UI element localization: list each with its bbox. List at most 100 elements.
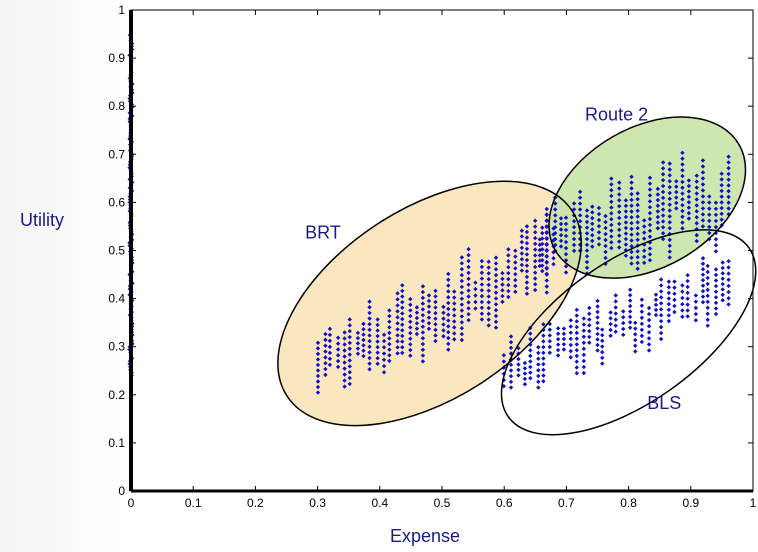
data-point <box>641 254 647 259</box>
data-point <box>441 322 446 327</box>
data-point <box>609 187 614 193</box>
data-point <box>629 209 634 214</box>
data-point <box>375 317 380 322</box>
data-point <box>420 312 426 318</box>
data-point <box>596 217 602 223</box>
data-point <box>555 331 561 336</box>
data-point <box>420 347 426 352</box>
data-point <box>408 296 413 302</box>
data-point <box>686 210 692 216</box>
data-point <box>563 221 569 227</box>
data-point <box>433 322 438 327</box>
data-point <box>693 318 699 323</box>
data-point <box>446 318 451 323</box>
data-point <box>361 332 366 337</box>
data-point <box>653 312 659 318</box>
data-point <box>433 310 438 316</box>
data-point <box>647 240 653 245</box>
data-point <box>629 186 634 191</box>
data-point <box>361 343 366 348</box>
y-tick-label: 0.2 <box>108 388 125 402</box>
data-point <box>667 173 672 178</box>
data-point <box>459 278 465 284</box>
data-point <box>367 333 372 338</box>
data-point <box>506 270 511 276</box>
data-point <box>623 247 629 253</box>
data-point <box>680 179 685 185</box>
data-point <box>367 344 372 349</box>
data-point <box>547 350 552 355</box>
data-point <box>647 222 653 228</box>
data-point <box>595 348 600 353</box>
data-point <box>667 202 672 207</box>
data-point <box>613 293 618 298</box>
data-point <box>667 208 672 213</box>
data-point <box>581 346 587 352</box>
data-point <box>452 319 457 324</box>
data-point <box>720 260 725 265</box>
data-point <box>532 224 538 229</box>
data-point <box>617 186 622 191</box>
data-point <box>647 205 653 210</box>
data-point <box>327 362 333 368</box>
data-point <box>500 288 505 293</box>
data-point <box>672 291 677 296</box>
data-point <box>646 330 652 335</box>
data-point <box>513 271 518 277</box>
data-point <box>623 242 629 247</box>
data-point <box>647 199 653 204</box>
data-point <box>660 183 666 189</box>
data-point <box>726 160 731 165</box>
data-point <box>408 302 413 307</box>
data-point <box>414 326 420 331</box>
data-point <box>617 245 622 250</box>
data-point <box>617 233 622 238</box>
data-point <box>719 171 724 176</box>
data-point <box>342 360 347 365</box>
data-point <box>685 272 690 278</box>
data-point <box>627 293 633 298</box>
data-point <box>446 312 451 317</box>
data-point <box>713 311 719 317</box>
y-axis-title: Utility <box>20 210 64 230</box>
data-point <box>541 373 546 378</box>
data-point <box>693 293 699 298</box>
data-point <box>674 179 679 184</box>
data-point <box>441 310 446 315</box>
data-point <box>541 356 546 361</box>
data-point <box>446 329 451 335</box>
data-point <box>595 342 600 348</box>
data-point <box>713 200 719 205</box>
data-point <box>595 326 600 331</box>
data-point <box>609 199 614 204</box>
data-point <box>479 311 485 316</box>
data-point <box>486 276 491 282</box>
data-point <box>375 344 380 350</box>
data-point <box>544 218 549 223</box>
data-point <box>629 215 634 220</box>
data-point <box>553 219 558 224</box>
data-point <box>408 313 413 319</box>
data-point <box>508 368 514 373</box>
data-point <box>459 261 465 266</box>
data-point <box>335 353 341 358</box>
data-point <box>694 221 699 226</box>
data-point <box>713 218 719 224</box>
data-point <box>680 162 685 167</box>
data-point <box>577 189 583 194</box>
data-point <box>596 211 602 217</box>
data-point <box>617 209 622 215</box>
data-point <box>608 310 613 315</box>
data-point <box>655 197 661 203</box>
data-point <box>452 307 457 312</box>
data-point <box>513 283 518 289</box>
data-point <box>726 289 731 295</box>
data-point <box>323 355 328 360</box>
data-point <box>433 288 438 294</box>
data-point <box>694 203 699 208</box>
data-point <box>666 290 672 296</box>
data-point <box>707 206 712 211</box>
data-point <box>719 182 724 188</box>
data-point <box>719 177 724 182</box>
